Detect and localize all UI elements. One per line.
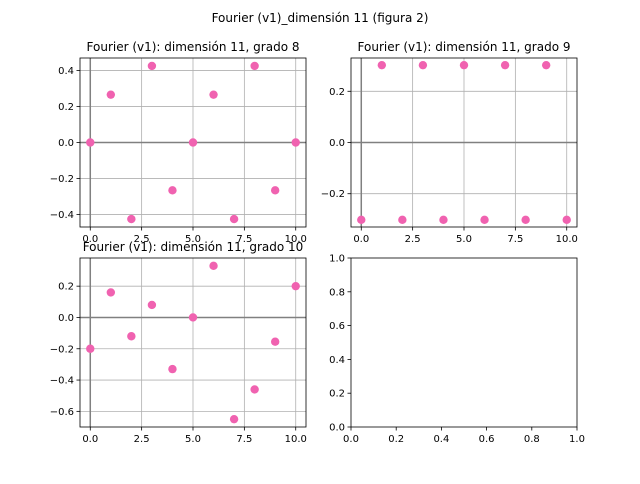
x-tick-label: 0.6: [479, 434, 495, 445]
data-point: [106, 288, 116, 297]
x-tick-label: 0.0: [82, 234, 98, 245]
y-tick-label: −0.2: [321, 189, 345, 200]
x-tick-label: 5.0: [185, 434, 201, 445]
data-point: [459, 60, 469, 70]
data-point: [168, 364, 177, 374]
data-point: [229, 414, 239, 424]
data-point: [270, 337, 280, 346]
y-tick-label: −0.4: [50, 210, 74, 221]
data-point: [86, 344, 95, 353]
x-tick-label: 0.4: [433, 434, 449, 445]
subplot-2: 0.0 2.5 5.0 7.5 10.0 −0.2 0.0 0.2 Fourier (v1): …: [321, 40, 578, 245]
data-point: [147, 61, 157, 71]
y-tick-label: 0.2: [58, 102, 74, 113]
y-tick-label: 0.6: [329, 321, 345, 332]
data-point: [418, 60, 428, 70]
subplot-title: Fourier (v1): dimensión 11, grado 8: [87, 40, 300, 54]
y-tick-label: −0.6: [50, 407, 74, 418]
x-tick-label: 0.0: [82, 434, 98, 445]
data-point: [127, 332, 136, 341]
x-tick-label: 10.0: [285, 434, 307, 445]
x-tick-label: 0.0: [343, 434, 359, 445]
data-point: [270, 186, 280, 195]
y-tick-label: 1.0: [329, 254, 345, 265]
x-tick-label: 2.5: [405, 234, 421, 245]
data-point: [398, 215, 407, 225]
data-point: [188, 138, 198, 147]
x-tick-label: 5.0: [456, 234, 472, 245]
data-point: [521, 215, 530, 225]
y-tick-label: −0.4: [50, 376, 74, 387]
data-point: [357, 215, 366, 225]
data-point: [291, 138, 300, 147]
x-tick-label: 7.5: [236, 234, 252, 245]
data-point: [562, 215, 571, 225]
y-tick-label: 0.2: [329, 87, 345, 98]
y-tick-label: 0.8: [329, 287, 345, 298]
axes-frame: [350, 257, 578, 428]
subplot-grid: 0.0 2.5 5.0 7.5 10.0 −0.4 −0.2 0.0 0.2 0.4 Fourier…: [50, 40, 585, 445]
y-tick-label: 0.4: [329, 355, 345, 366]
x-tick-label: 0.0: [353, 234, 369, 245]
y-tick-label: 0.0: [58, 138, 74, 149]
x-tick-label: 0.8: [524, 434, 540, 445]
subplot-title: Fourier (v1): dimensión 11, grado 10: [83, 240, 304, 254]
x-tick-label: 10.0: [556, 234, 578, 245]
data-point: [147, 300, 157, 310]
x-tick-label: 5.0: [185, 234, 201, 245]
data-point: [480, 215, 489, 225]
data-point: [500, 60, 510, 70]
y-tick-label: 0.0: [58, 313, 74, 324]
x-tick-label: 0.2: [388, 434, 404, 445]
subplot-1: 0.0 2.5 5.0 7.5 10.0 −0.4 −0.2 0.0 0.2 0.4 Fourier…: [50, 40, 307, 245]
figure-suptitle: Fourier (v1)_dimensión 11 (figura 2): [212, 11, 429, 25]
data-point: [541, 60, 551, 70]
y-tick-label: −0.2: [50, 174, 74, 185]
y-tick-label: 0.4: [58, 66, 74, 77]
subplot-3: 0.0 2.5 5.0 7.5 10.0 −0.6 −0.4 −0.2 0.0 0.2 Fourie…: [50, 240, 307, 445]
data-point: [439, 215, 448, 225]
y-tick-label: 0.0: [329, 423, 345, 434]
data-point: [86, 138, 95, 147]
data-point: [106, 90, 116, 99]
data-point: [168, 186, 177, 195]
subplot-title: Fourier (v1): dimensión 11, grado 9: [358, 40, 571, 54]
data-point: [291, 281, 300, 291]
y-tick-label: 0.0: [329, 138, 345, 149]
x-tick-label: 10.0: [285, 234, 307, 245]
data-point: [209, 90, 218, 99]
data-point: [377, 60, 387, 70]
data-point: [127, 214, 136, 224]
y-tick-label: 0.2: [58, 282, 74, 293]
data-point: [209, 261, 218, 271]
y-tick-label: −0.2: [50, 344, 74, 355]
data-point: [250, 61, 259, 71]
x-tick-label: 2.5: [134, 434, 150, 445]
x-tick-label: 2.5: [134, 234, 150, 245]
subplot-4: 0.0 0.2 0.4 0.6 0.8 1.0 0.0 0.2 0.4 0.6 0.8 1.0: [329, 254, 585, 446]
data-point: [188, 313, 198, 322]
x-tick-label: 7.5: [236, 434, 252, 445]
x-tick-label: 1.0: [569, 434, 585, 445]
y-tick-label: 0.2: [329, 389, 345, 400]
data-point: [229, 214, 239, 224]
x-tick-label: 7.5: [507, 234, 523, 245]
data-point: [250, 385, 259, 394]
